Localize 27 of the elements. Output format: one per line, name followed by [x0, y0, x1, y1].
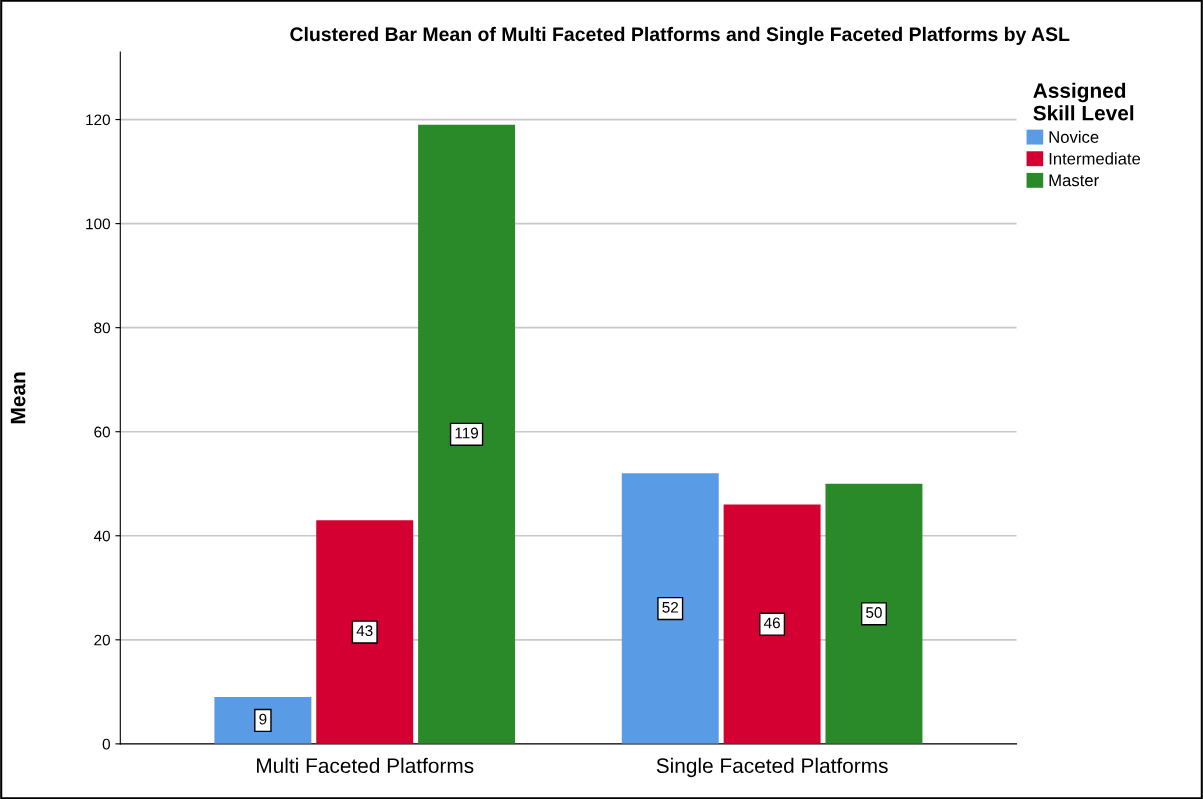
chart-title: Clustered Bar Mean of Multi Faceted Platforms and Single Faceted Platforms by ASL	[290, 26, 1070, 46]
data-label: 50	[866, 607, 882, 618]
data-label: 9	[259, 713, 267, 725]
y-tick-label: 120	[86, 114, 110, 126]
bar	[214, 697, 312, 744]
legend-label: Intermediate	[1049, 152, 1141, 165]
y-tick-label: 80	[94, 322, 110, 334]
y-tick-label: 40	[93, 530, 110, 542]
y-tick-label: 60	[94, 426, 110, 438]
y-axis-title: Mean	[10, 372, 26, 424]
data-label: 52	[662, 601, 678, 613]
legend-title: Assigned Skill Level	[1033, 82, 1134, 121]
bar	[621, 473, 719, 744]
legend-label: Master	[1049, 174, 1099, 187]
x-tick-label: Single Faceted Platforms	[656, 757, 888, 778]
data-label: 119	[455, 427, 479, 439]
y-tick-label: 20	[94, 634, 110, 646]
x-tick-label: Multi Faceted Platforms	[257, 757, 474, 774]
data-label: 46	[763, 617, 780, 629]
y-tick-label: 0	[102, 738, 110, 750]
bar	[418, 124, 516, 744]
bar	[723, 504, 821, 744]
y-tick-label: 100	[86, 218, 110, 230]
bar	[316, 520, 414, 744]
data-label: 43	[356, 625, 373, 637]
legend-label: Novice	[1049, 130, 1099, 143]
bar	[825, 483, 923, 744]
